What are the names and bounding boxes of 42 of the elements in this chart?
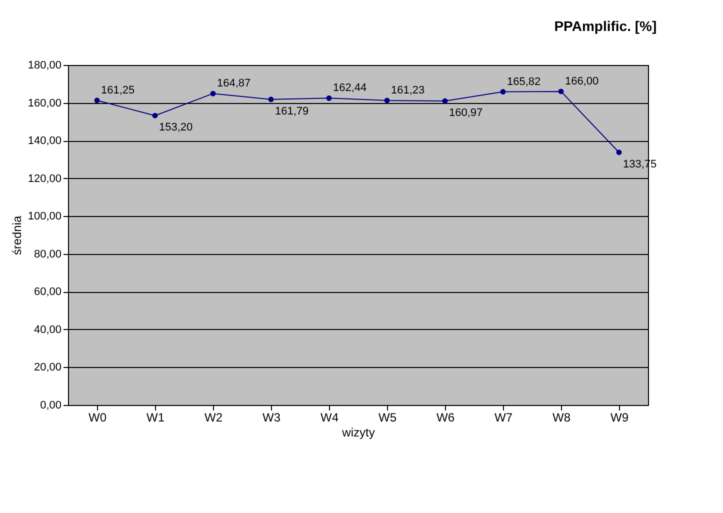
x-tick-label: W7 <box>494 410 513 424</box>
x-tick-label: W8 <box>552 410 571 424</box>
y-tick-label: 0,00 <box>40 400 62 412</box>
data-label: 166,00 <box>565 75 599 88</box>
data-label: 162,44 <box>333 82 367 94</box>
y-tick-label: 60,00 <box>34 286 62 298</box>
chart-title: PPAmplific. [%] <box>554 18 657 34</box>
point <box>94 98 100 104</box>
point <box>210 90 216 96</box>
data-label: 161,25 <box>101 84 135 96</box>
y-tick-label: 160,00 <box>28 97 62 110</box>
x-tick-label: W2 <box>204 410 223 424</box>
y-tick-label: 80,00 <box>34 248 62 260</box>
y-axis-title: średnia <box>10 215 24 256</box>
point <box>442 98 448 104</box>
x-tick-label: W5 <box>378 410 397 424</box>
point <box>616 150 622 156</box>
x-tick-label: W1 <box>146 410 165 424</box>
y-tick-label: 180,00 <box>28 60 62 72</box>
x-axis-title: wizyty <box>341 426 375 440</box>
x-tick-label: W9 <box>610 410 629 424</box>
y-tick-label: 40,00 <box>34 324 62 336</box>
x-tick-label: W0 <box>88 410 107 424</box>
y-tick-label: 100,00 <box>28 210 62 223</box>
point <box>500 89 506 95</box>
x-tick-label: W4 <box>320 410 339 424</box>
point <box>152 112 158 118</box>
data-label: 160,97 <box>449 106 483 119</box>
data-label: 161,79 <box>275 105 309 118</box>
data-label: 165,82 <box>507 76 541 88</box>
x-tick-label: W6 <box>436 410 455 424</box>
y-tick-label: 20,00 <box>34 362 62 374</box>
y-tick-label: 140,00 <box>28 135 62 148</box>
data-label: 164,87 <box>217 78 251 90</box>
y-tick-label: 120,00 <box>28 172 62 185</box>
point <box>558 88 564 94</box>
point <box>384 98 390 104</box>
point <box>326 95 332 101</box>
point <box>268 96 274 102</box>
data-label: 153,20 <box>159 122 193 134</box>
data-label: 161,23 <box>391 84 425 96</box>
x-tick-label: W3 <box>262 410 281 424</box>
